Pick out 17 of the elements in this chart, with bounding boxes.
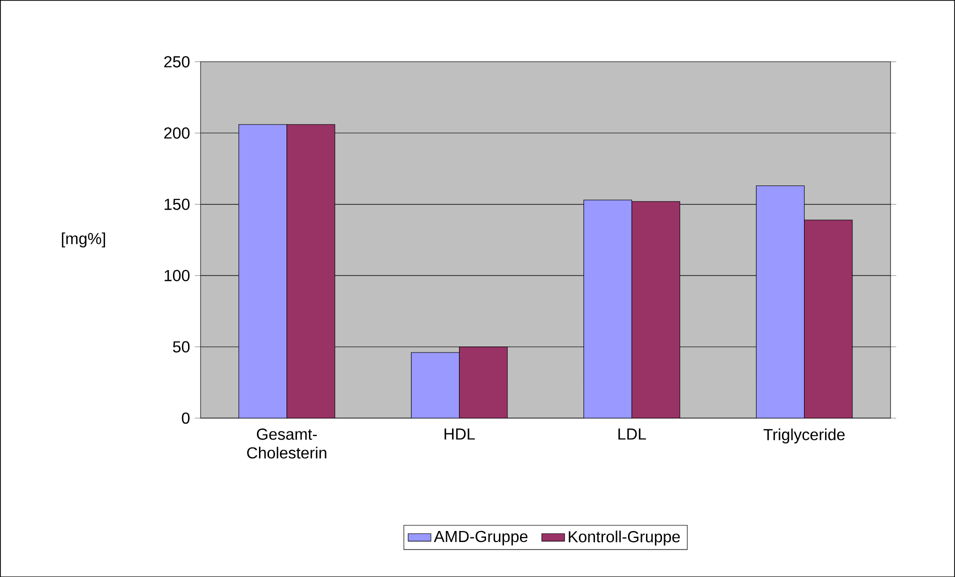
y-tick-label: 50 [173, 341, 190, 352]
bar [632, 201, 680, 418]
y-tick-label: 250 [164, 56, 190, 68]
bar [459, 346, 508, 418]
bar [804, 220, 853, 418]
legend-label: AMD-Gruppe [434, 530, 528, 546]
x-tick-label: Triglyceride [764, 428, 845, 444]
y-tick-label: 100 [164, 270, 190, 282]
y-axis-title: [mg%] [62, 232, 106, 248]
x-tick-label: HDL [444, 428, 475, 440]
x-tick-label: Gesamt-Cholesterin [247, 428, 326, 458]
y-tick-label: 150 [164, 198, 190, 210]
y-tick-label: 200 [164, 127, 190, 139]
legend-label: Kontroll-Gruppe [568, 530, 680, 546]
x-tick-label: LDL [618, 428, 646, 440]
bar [286, 124, 336, 418]
y-tick-label: 0 [182, 412, 190, 424]
